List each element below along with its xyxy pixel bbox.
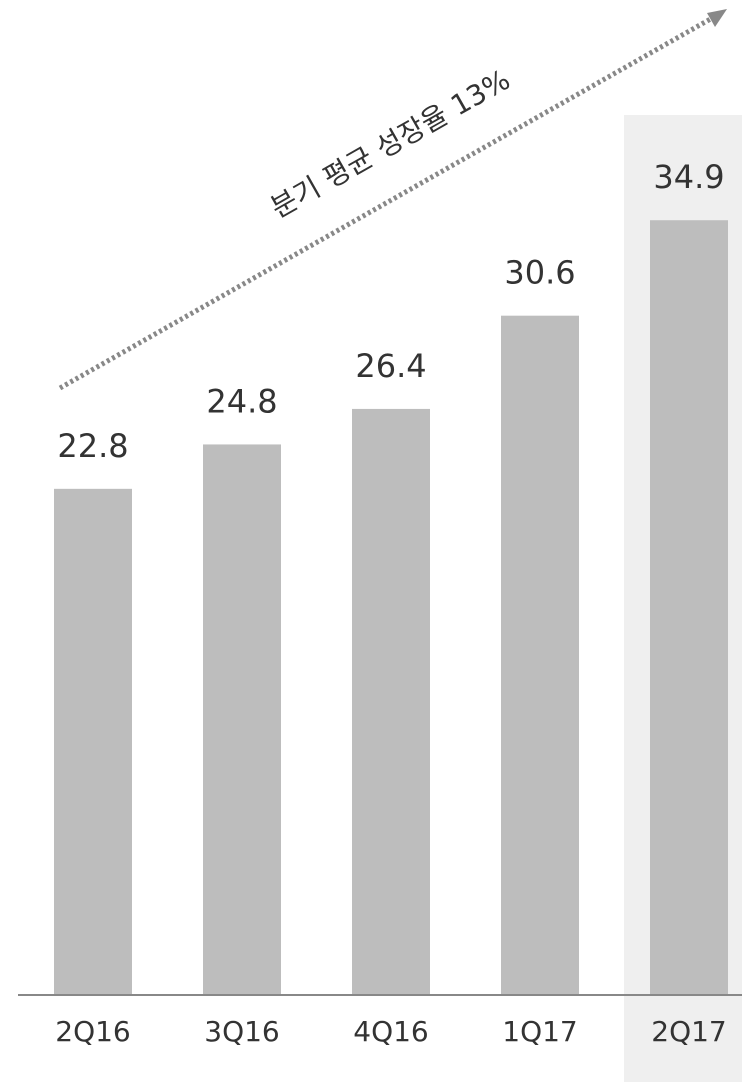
value-labels-layer: 22.8 24.8 26.4 30.6 34.9 [57, 158, 724, 465]
x-tick-labels-layer: 2Q16 3Q16 4Q16 1Q17 2Q17 [55, 1015, 726, 1048]
value-label-3Q16: 24.8 [206, 382, 277, 420]
value-label-4Q16: 26.4 [355, 347, 426, 385]
bars-layer [54, 220, 728, 996]
trend-arrow-head [707, 9, 727, 27]
bar-1Q17 [501, 315, 579, 995]
x-tick-label-2Q17: 2Q17 [651, 1015, 726, 1048]
value-label-2Q16: 22.8 [57, 427, 128, 465]
trend-arrow-line [58, 14, 716, 391]
bar-4Q16 [352, 408, 430, 995]
bar-2Q16 [54, 488, 132, 995]
value-label-2Q17: 34.9 [653, 158, 724, 196]
value-label-1Q17: 30.6 [504, 254, 575, 292]
x-tick-label-3Q16: 3Q16 [204, 1015, 279, 1048]
bar-3Q16 [203, 444, 281, 995]
x-tick-label-2Q16: 2Q16 [55, 1015, 130, 1048]
bar-2Q17 [650, 220, 728, 996]
x-tick-label-4Q16: 4Q16 [353, 1015, 428, 1048]
x-tick-label-1Q17: 1Q17 [502, 1015, 577, 1048]
